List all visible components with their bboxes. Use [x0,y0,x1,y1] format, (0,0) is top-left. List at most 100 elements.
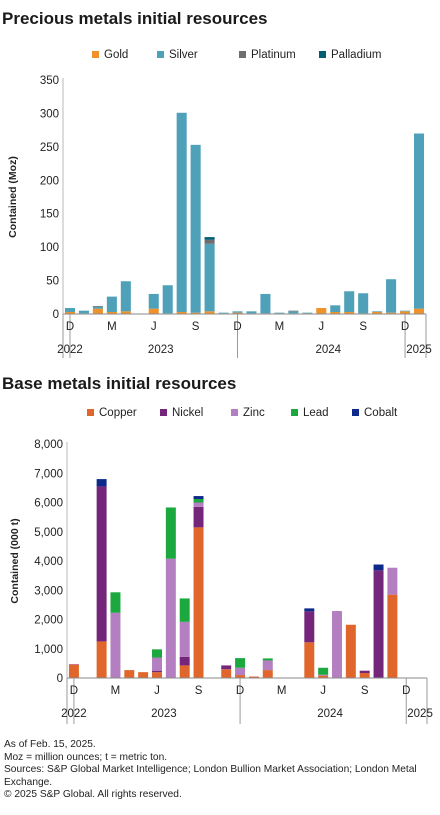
legend-swatch-platinum [239,51,246,58]
bar-zinc-nov-2024 [387,567,398,595]
bar-zinc-sep-2023 [193,502,204,507]
bar-silver-dec-2024 [400,310,411,312]
legend: Copper Nickel Zinc Lead Cobalt [87,407,398,419]
bar-gold-oct-2024 [372,311,383,314]
bar-copper-may-2023 [138,672,149,678]
x-tick-label: S [359,321,367,333]
x-year-label: 2024 [315,344,341,356]
x-year-label: 2023 [151,708,177,720]
bar-silver-nov-2024 [386,279,397,313]
bar-cobalt-oct-2024 [373,564,384,571]
bar-gold-jun-2023 [148,308,159,314]
bar-silver-oct-2023 [204,243,215,312]
bar-zinc-dec-2023 [235,667,246,676]
precious-metals-chart: Gold Silver Platinum Palladium 0 50 100 150 200 2… [7,49,432,358]
bar-palladium-oct-2023 [204,237,215,240]
bar-platinum-apr-2024 [288,310,299,312]
bar-lead-dec-2023 [235,658,246,668]
footnote-units: Moz = million ounces; t = metric ton. [4,751,168,763]
x-tick-label: J [151,321,157,333]
bar-zinc-feb-2024 [262,660,273,671]
legend-label-platinum: Platinum [251,49,296,61]
bar-silver-feb-2024 [260,293,271,314]
bar-platinum-oct-2023 [204,239,215,244]
footnote-copyright: © 2025 S&P Global. All rights reserved. [4,789,182,801]
bar-lead-aug-2023 [179,598,190,622]
bar-gold-jan-2025 [413,308,425,314]
bar-gold-dec-2022 [64,311,75,314]
y-tick-label: 5,000 [34,527,63,539]
bar-silver-apr-2024 [288,311,299,314]
bar-zinc-dec-2022 [68,663,79,665]
y-tick-label: 0 [53,309,59,321]
bar-nickel-sep-2023 [193,506,204,528]
bar-silver-jan-2025 [413,133,425,309]
bar-zinc-jun-2024 [318,674,329,676]
bar-silver-may-2024 [302,312,313,314]
bar-gold-feb-2023 [92,308,103,314]
bar-silver-dec-2022 [64,307,75,312]
legend-label-cobalt: Cobalt [364,407,398,419]
bar-silver-mar-2024 [274,312,285,314]
x-year-label: 2022 [57,344,83,356]
bar-silver-oct-2024 [372,311,383,312]
bar-gold-aug-2024 [344,311,355,314]
bar-copper-feb-2024 [262,670,273,678]
bar-silver-aug-2023 [176,112,187,312]
legend-label-palladium: Palladium [331,49,382,61]
bar-lead-jul-2023 [165,507,176,559]
bar-zinc-mar-2023 [110,612,121,678]
bar-cobalt-feb-2023 [96,479,107,487]
bar-nickel-sep-2024 [359,670,370,674]
bar-gold-dec-2023 [232,312,243,314]
x-tick-label: D [233,321,241,333]
y-axis-label: Contained (000 t) [9,518,21,603]
chart-title-base: Base metals initial resources [2,374,237,393]
y-tick-label: 150 [40,209,59,221]
bar-gold-sep-2023 [190,312,201,314]
x-tick-label: D [402,685,410,697]
bar-copper-feb-2023 [96,641,107,678]
y-tick-label: 50 [46,276,59,288]
legend-swatch-palladium [319,51,326,58]
x-tick-label: D [401,321,409,333]
bar-copper-may-2024 [304,642,315,678]
bar-nickel-feb-2023 [96,486,107,642]
bar-copper-nov-2024 [387,594,398,678]
bar-copper-apr-2023 [124,670,135,678]
y-tick-label: 250 [40,142,59,154]
bar-lead-mar-2023 [110,592,121,613]
bar-zinc-jul-2024 [332,611,342,678]
y-tick-label: 7,000 [34,468,63,480]
bar-silver-jun-2023 [148,293,159,309]
bar-silver-sep-2023 [190,144,201,313]
bar-silver-feb-2023 [92,306,103,309]
legend-swatch-copper [87,409,94,416]
legend-label-silver: Silver [169,49,198,61]
bar-nickel-aug-2023 [179,656,190,666]
y-tick-label: 0 [57,673,63,685]
legend-label-nickel: Nickel [172,407,203,419]
legend-swatch-zinc [231,409,238,416]
legend: Gold Silver Platinum Palladium [92,49,382,61]
y-tick-label: 6,000 [34,498,63,510]
y-tick-label: 200 [40,175,59,187]
footnote-sources: Sources: S&P Global Market Intelligence;… [4,764,417,788]
legend-swatch-silver [157,51,164,58]
x-tick-label: D [66,321,74,333]
bars [64,112,425,314]
x-tick-label: S [195,685,203,697]
x-year-label: 2023 [148,344,174,356]
bar-gold-dec-2024 [400,311,411,314]
x-tick-label: J [318,321,324,333]
x-year-label: 2025 [407,708,433,720]
x-year-label: 2022 [61,708,87,720]
bar-silver-apr-2023 [120,281,131,312]
legend-label-gold: Gold [104,49,128,61]
bar-silver-sep-2024 [358,293,369,314]
footnote-date: As of Feb. 15, 2025. [4,739,96,750]
y-tick-label: 8,000 [34,439,63,451]
x-tick-label: M [107,321,117,333]
bar-gold-mar-2023 [106,311,117,314]
legend-swatch-lead [291,409,298,416]
